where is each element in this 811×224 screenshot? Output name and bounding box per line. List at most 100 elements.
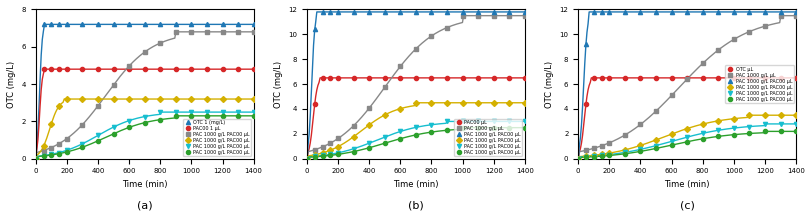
PAC 1000 g/L PAC00 μL [317, 11, 327, 13]
PAC 1000 g/L PAC00 μL [426, 123, 436, 126]
PAC 1000 g/L PAC00 μL [488, 120, 498, 123]
PAC 1000 g/L PAC00 μL [426, 131, 436, 134]
PAC 1000 g/L PAC00 μL [325, 153, 335, 156]
PAC 1000 g/L PAC00 μL [457, 120, 467, 123]
X-axis label: Time (min): Time (min) [663, 180, 709, 189]
PAC 1000 g/L μL [728, 38, 738, 41]
PAC 1000 g/L PAC00 μL [588, 11, 598, 13]
PAC 1000 g/L PAC00 μL [775, 114, 784, 116]
PAC 1000 g/L PAC00 μL [109, 84, 118, 86]
PAC 1000 g/L PAC00 μL [139, 98, 149, 100]
PAC 1000 g/L PAC00 μL [588, 154, 598, 157]
PAC 1000 g/L PAC00 μL [775, 130, 784, 133]
PAC 1000 g/L μL [310, 149, 320, 151]
PAC 1000 g/L PAC00 μL [78, 98, 88, 100]
PAC 1000 g/L PAC00 μL [395, 11, 405, 13]
PAC 1000 g/L PAC00 μL [473, 126, 483, 129]
PAC 1000 g/L PAC00 μL [744, 132, 753, 135]
PAC 1000 g/L PAC00 μL [46, 146, 56, 149]
PAC 1000 g/L μL [588, 147, 598, 150]
PAC 1000 g/L PAC00 μL [317, 152, 327, 154]
PAC 1000 g/L PAC00 μL [171, 114, 181, 117]
PAC 1000 g/L μL [504, 14, 513, 17]
PAC 1000 g/L PAC00 μL [713, 129, 723, 132]
PAC 1000 g/L PAC00 μL [54, 152, 64, 155]
PAC 1000 g/L PAC00 μL [588, 155, 598, 157]
PAC00 μL [364, 77, 374, 79]
PAC 1000 g/L PAC00 μL [93, 98, 103, 100]
PAC 1000 g/L PAC00 μL [349, 135, 358, 138]
PAC 1000 g/L PAC00 μL [124, 98, 134, 100]
Line: PAC 1000 g/L PAC00 μL: PAC 1000 g/L PAC00 μL [576, 122, 797, 161]
PAC 1000 g/L PAC00 μL [109, 126, 118, 128]
PAC 1000 g/L PAC00 μL [171, 30, 181, 33]
PAC 1000 g/L PAC00 μL [395, 107, 405, 110]
PAC 1000 g/L PAC00 μL [302, 157, 311, 160]
PAC 1000 g/L PAC00 μL [457, 101, 467, 104]
PAC 1000 g/L PAC00 μL [302, 157, 311, 160]
PAC 1000 g/L μL [790, 14, 800, 17]
PAC00 1 μL [39, 68, 49, 71]
PAC 1000 g/L PAC00 μL [217, 98, 227, 100]
PAC 1000 g/L PAC00 μL [744, 11, 753, 13]
OTC μL [744, 77, 753, 79]
Text: (c): (c) [679, 200, 693, 211]
PAC 1000 g/L PAC00 μL [233, 111, 242, 113]
PAC 1000 g/L PAC00 μL [410, 134, 420, 136]
PAC 1000 g/L PAC00 μL [93, 140, 103, 142]
PAC00 1 μL [202, 68, 212, 71]
OTC 1 (mg/L) [39, 23, 49, 26]
PAC 1000 g/L PAC00 μL [349, 150, 358, 153]
PAC 1000 g/L PAC00 μL [620, 152, 629, 155]
PAC 1000 g/L PAC00 μL [581, 155, 590, 158]
OTC 1 (mg/L) [233, 23, 242, 26]
PAC 1000 g/L PAC00 μL [744, 125, 753, 128]
PAC 1000 g/L PAC00 μL [202, 111, 212, 113]
PAC00 1 μL [31, 157, 41, 160]
Line: PAC 1000 g/L PAC00 μL: PAC 1000 g/L PAC00 μL [304, 126, 526, 161]
OTC 1 (mg/L) [217, 23, 227, 26]
OTC 1 (mg/L) [171, 23, 181, 26]
PAC 1000 g/L PAC00 μL [233, 114, 242, 117]
PAC 1000 g/L μL [519, 14, 529, 17]
OTC μL [635, 77, 645, 79]
PAC 1000 g/L PAC00 μL [504, 101, 513, 104]
PAC 1000 g/L PAC00 μL [635, 144, 645, 147]
PAC 1000 g/L PAC00 μL [603, 152, 613, 155]
PAC 1000 g/L PAC00 μL [217, 114, 227, 117]
Legend: OTC μL, PAC 1000 g/L μL, PAC 1000 g/L PAC00 μL, PAC 1000 g/L PAC00 μL, PAC 1000 : OTC μL, PAC 1000 g/L μL, PAC 1000 g/L PA… [724, 65, 792, 103]
PAC 1000 g/L PAC00 μL [620, 11, 629, 13]
PAC 1000 g/L PAC00 μL [573, 157, 582, 160]
Line: PAC 1000 g/L PAC00 μL: PAC 1000 g/L PAC00 μL [33, 97, 255, 161]
PAC 1000 g/L PAC00 μL [457, 126, 467, 129]
OTC μL [650, 77, 660, 79]
PAC 1000 g/L PAC00 μL [187, 114, 196, 117]
PAC 1000 g/L μL [410, 47, 420, 50]
PAC 1000 g/L PAC00 μL [728, 11, 738, 13]
OTC μL [790, 77, 800, 79]
PAC 1000 g/L PAC00 μL [310, 153, 320, 156]
PAC00 1 μL [155, 68, 165, 71]
PAC 1000 g/L PAC00 μL [333, 11, 342, 13]
PAC 1000 g/L PAC00 μL [109, 132, 118, 135]
PAC 1000 g/L μL [426, 35, 436, 37]
PAC 1000 g/L PAC00 μL [248, 98, 258, 100]
OTC 1 (mg/L) [139, 23, 149, 26]
PAC 1000 g/L PAC00 μL [457, 11, 467, 13]
PAC 1000 g/L PAC00 μL [93, 134, 103, 137]
PAC00 μL [519, 77, 529, 79]
PAC 1000 g/L μL [713, 49, 723, 51]
OTC 1 (mg/L) [248, 23, 258, 26]
PAC 1000 g/L PAC00 μL [171, 98, 181, 100]
OTC 1 (mg/L) [155, 23, 165, 26]
OTC μL [666, 77, 676, 79]
PAC00 μL [442, 77, 452, 79]
PAC 1000 g/L PAC00 μL [155, 118, 165, 121]
PAC 1000 g/L PAC00 μL [395, 130, 405, 133]
PAC 1000 g/L PAC00 μL [588, 155, 598, 158]
PAC 1000 g/L PAC00 μL [775, 11, 784, 13]
PAC00 μL [504, 77, 513, 79]
PAC00 μL [310, 103, 320, 105]
PAC 1000 g/L PAC00 μL [78, 123, 88, 126]
Line: PAC 1000 g/L PAC00 μL: PAC 1000 g/L PAC00 μL [33, 110, 255, 161]
